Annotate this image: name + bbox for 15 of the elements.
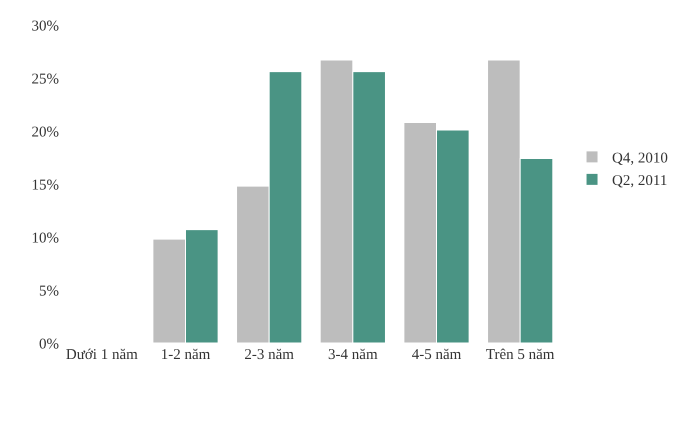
y-tick-label: 0% <box>39 336 59 352</box>
legend-label: Q2, 2011 <box>612 173 668 190</box>
x-tick-label: 3-4 năm <box>328 347 378 363</box>
y-tick-label: 30% <box>32 18 59 34</box>
x-tick-label: Trên 5 năm <box>486 347 555 363</box>
x-tick-label: 4-5 năm <box>412 347 462 363</box>
y-tick-label: 10% <box>32 230 59 246</box>
y-tick-label: 20% <box>32 124 59 140</box>
y-tick-label: 25% <box>32 71 59 88</box>
x-tick-label: Dưới 1 năm <box>66 347 138 363</box>
legend-label: Q4, 2010 <box>612 150 668 167</box>
y-tick-label: 5% <box>39 283 59 300</box>
x-tick-label: 2-3 năm <box>244 347 294 363</box>
x-tick-label: 1-2 năm <box>160 347 211 363</box>
y-tick-label: 15% <box>32 177 59 194</box>
